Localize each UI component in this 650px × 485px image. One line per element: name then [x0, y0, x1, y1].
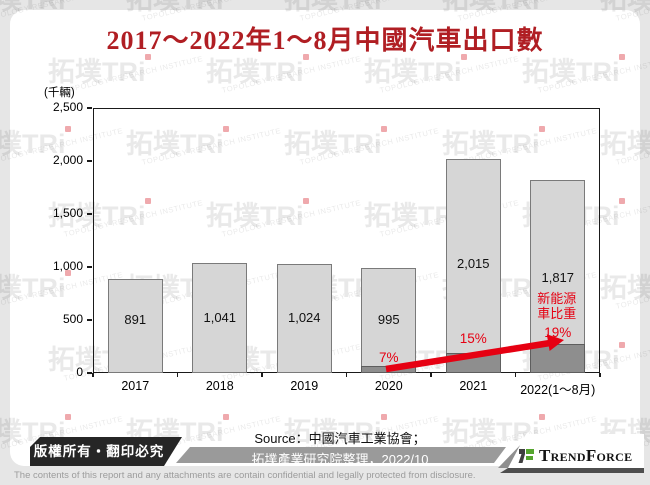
x-tick-label-2021: 2021	[459, 379, 488, 393]
x-tick-mark	[261, 373, 263, 377]
x-tick-label-2018: 2018	[205, 379, 234, 393]
logo-plate-shadow	[500, 468, 644, 473]
x-tick-mark	[176, 373, 179, 377]
y-tick-label: 2,000	[52, 153, 83, 167]
y-tick-mark	[87, 319, 92, 321]
y-tick-mark	[87, 213, 92, 215]
plot-area	[93, 108, 600, 373]
bar-2018	[192, 262, 248, 373]
y-tick-label: 0	[76, 365, 83, 379]
value-label-2021: 2,015	[456, 256, 490, 271]
value-label-2022(1～8月): 1,817	[541, 270, 575, 285]
value-label-2019: 1,024	[287, 310, 321, 325]
footer-gray-bar	[176, 447, 506, 463]
nev-share-label-2021: 15%	[459, 331, 487, 346]
bar-2021	[445, 159, 501, 373]
nev-annotation-line2: 車比重	[537, 306, 577, 321]
y-tick-label: 1,500	[52, 206, 83, 220]
nev-annotation-line1: 新能源	[537, 291, 577, 306]
value-label-2017: 891	[124, 312, 147, 327]
y-tick-mark	[87, 266, 92, 268]
x-tick-label-2019: 2019	[290, 379, 319, 393]
x-tick-mark	[514, 373, 517, 377]
y-tick-mark	[87, 372, 92, 374]
y-axis-unit-label: (千輛)	[44, 87, 75, 99]
copyright-text: 版權所有‧翻印必究	[33, 444, 165, 459]
nev-segment-2022(1～8月)	[530, 343, 586, 373]
source-line-2: 拓墣產業研究院整理，2022/10	[251, 452, 429, 467]
nev-segment-2020	[361, 365, 417, 373]
trendforce-wordmark: TrendForce	[539, 446, 633, 465]
y-tick-label: 2,500	[52, 100, 83, 114]
nev-share-label-2020: 7%	[378, 350, 399, 365]
trendforce-logo: TrendForce	[508, 434, 644, 468]
y-tick-label: 500	[62, 312, 83, 326]
y-tick-label: 1,000	[52, 259, 83, 273]
x-tick-mark	[430, 373, 432, 377]
chart-title: 2017～2022年1～8月中國汽車出口數	[106, 26, 544, 55]
y-tick-mark	[87, 160, 92, 162]
disclaimer-text: The contents of this report and any atta…	[14, 470, 476, 481]
y-tick-mark	[87, 107, 92, 109]
trendforce-icon	[517, 447, 535, 465]
value-label-2020: 995	[377, 312, 400, 327]
bar-2017	[107, 278, 163, 373]
value-label-2018: 1,041	[203, 310, 237, 325]
x-tick-mark	[599, 373, 601, 377]
x-tick-label-2022(1～8月): 2022(1～8月)	[520, 383, 596, 397]
x-tick-mark	[92, 373, 94, 377]
nev-segment-2021	[445, 352, 501, 373]
x-tick-label-2020: 2020	[374, 379, 403, 393]
bar-2019	[276, 264, 332, 373]
source-line-1: Source：中國汽車工業協會；	[254, 431, 426, 446]
copyright-badge: 版權所有‧翻印必究	[30, 437, 182, 466]
nev-share-label-2022(1～8月): 19%	[544, 325, 572, 340]
x-tick-label-2017: 2017	[121, 379, 150, 393]
x-tick-mark	[345, 373, 348, 377]
